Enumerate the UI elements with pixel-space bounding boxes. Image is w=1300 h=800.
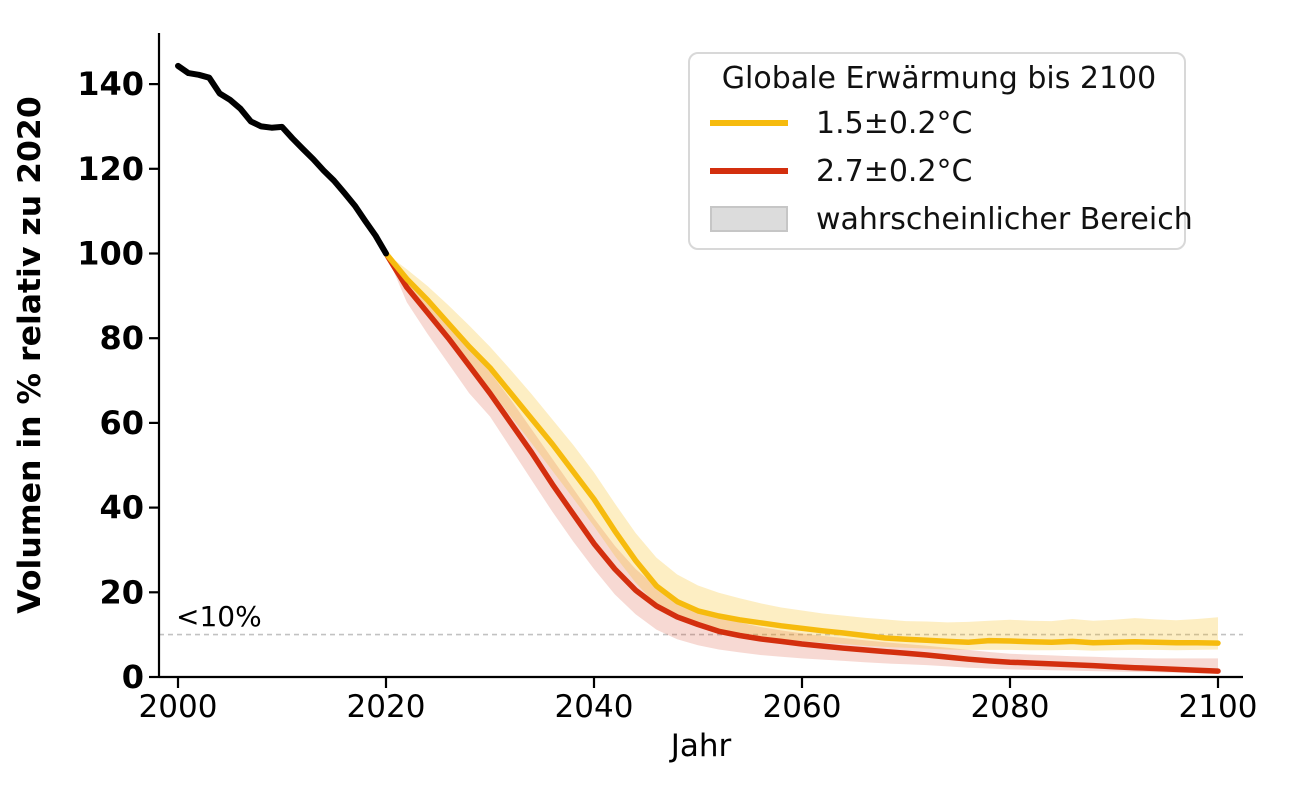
band-warming_1_5: [386, 253, 1218, 651]
threshold-label: <10%: [176, 600, 262, 633]
series-line-warming_1_5: [383, 250, 1221, 646]
y-tick-label-140: 140: [77, 65, 144, 103]
x-tick-label-2060: 2060: [763, 689, 842, 725]
x-tick-label-2000: 2000: [139, 689, 218, 725]
x-tick-label-2020: 2020: [347, 689, 426, 725]
x-axis-label: Jahr: [669, 728, 732, 764]
y-tick-label-20: 20: [99, 573, 144, 611]
y-tick-label-100: 100: [77, 235, 144, 273]
legend: Globale Erwärmung bis 2100 1.5±0.2°C 2.7…: [688, 52, 1193, 250]
legend-patch-swatch-gray: [710, 206, 788, 232]
legend-line-swatch-red: [710, 168, 788, 174]
band-warming_2_7: [386, 253, 1218, 674]
legend-entry-label: wahrscheinlicher Bereich: [816, 201, 1193, 237]
y-axis-label: Volumen in % relativ zu 2020: [12, 96, 48, 614]
y-tick-label-80: 80: [99, 319, 144, 357]
x-tick-label-2100: 2100: [1179, 689, 1258, 725]
y-tick-label-120: 120: [77, 150, 144, 188]
series-line-warming_2_7: [383, 250, 1221, 674]
x-tick-label-2040: 2040: [555, 689, 634, 725]
legend-entry-label: 2.7±0.2°C: [816, 153, 973, 189]
legend-entry-likely-range: wahrscheinlicher Bereich: [710, 195, 1193, 243]
legend-line-swatch-yellow: [710, 120, 788, 126]
legend-entry-2-7C: 2.7±0.2°C: [710, 147, 1168, 195]
legend-entry-1-5C: 1.5±0.2°C: [710, 99, 1168, 147]
x-tick-label-2080: 2080: [971, 689, 1050, 725]
legend-entry-label: 1.5±0.2°C: [816, 105, 973, 141]
y-tick-label-60: 60: [99, 404, 144, 442]
legend-title: Globale Erwärmung bis 2100: [721, 61, 1157, 96]
y-tick-label-40: 40: [99, 489, 144, 527]
series-line-history: [175, 62, 389, 257]
y-tick-label-0: 0: [122, 658, 144, 696]
